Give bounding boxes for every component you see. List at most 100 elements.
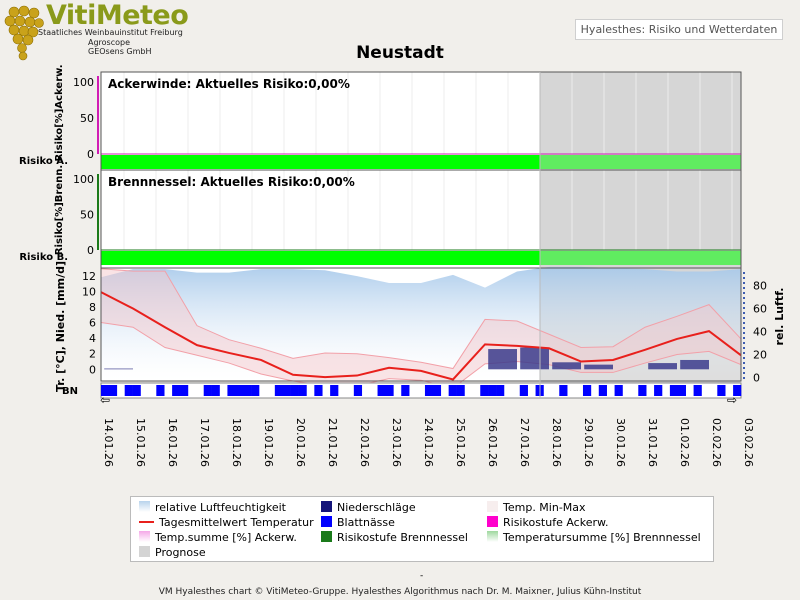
x-tick-label: 19.01.26 — [262, 418, 275, 467]
scroll-right-icon: ⇨ — [727, 393, 737, 407]
legend-item: Tagesmittelwert Temperatur — [139, 516, 314, 529]
leaf-wetness-cell — [377, 385, 386, 396]
leaf-wetness-cell — [385, 385, 394, 396]
x-tick-label: 14.01.26 — [102, 418, 115, 467]
leaf-wetness-cell — [203, 385, 212, 396]
legend-item: Risikostufe Brennnessel — [321, 531, 468, 544]
leaf-wetness-cell — [298, 385, 307, 396]
legend-swatch — [321, 501, 332, 512]
legend: relative Luftfeuchtigkeit Niederschläge Te… — [130, 496, 714, 562]
legend-item: Temperatursumme [%] Brennnessel — [487, 531, 701, 544]
x-tick-label: 21.01.26 — [326, 418, 339, 467]
leaf-wetness-cell — [156, 385, 165, 396]
y-axis-label-left: Tr. [°C], Nied. [mm/d] — [54, 261, 67, 392]
risk-level-band-prognose — [540, 155, 741, 169]
leaf-wetness-cell — [598, 385, 607, 396]
y-axis-label: Risiko[%]Brenn. — [54, 165, 65, 255]
x-tick-label: 01.02.26 — [678, 418, 691, 467]
precip-bar — [552, 362, 581, 370]
legend-swatch — [139, 501, 150, 512]
risk-level-band — [101, 155, 540, 169]
risk-annotation: Ackerwinde: Aktuelles Risiko:0,00% — [108, 77, 350, 91]
legend-item: Prognose — [139, 546, 206, 559]
legend-label: Tagesmittelwert Temperatur — [159, 516, 314, 529]
leaf-wetness-cell — [124, 385, 133, 396]
leaf-wetness-cell — [227, 385, 236, 396]
legend-swatch — [321, 531, 332, 542]
leaf-wetness-cell — [717, 385, 726, 396]
precip-bar — [584, 364, 613, 370]
x-tick-label: 16.01.26 — [166, 418, 179, 467]
temp-max-line — [100, 268, 742, 370]
y-tick-right: 20 — [753, 348, 767, 361]
legend-item: Temp.summe [%] Ackerw. — [139, 531, 297, 544]
org-line-2: Agroscope — [88, 38, 131, 47]
x-tick-label: 15.01.26 — [134, 418, 147, 467]
precip-bar — [104, 368, 133, 370]
page-title: Neustadt — [356, 43, 444, 63]
leaf-wetness-cell — [693, 385, 702, 396]
precip-bar — [488, 349, 517, 370]
leaf-wetness-cell — [519, 385, 528, 396]
y-tick-left: 8 — [89, 301, 96, 314]
x-tick-label: 22.01.26 — [358, 418, 371, 467]
chart-frame — [100, 71, 742, 398]
leaf-wetness-cell — [251, 385, 260, 396]
legend-label: Risikostufe Brennnessel — [337, 531, 468, 544]
leaf-wetness-cell — [669, 385, 679, 396]
org-line-3: GEOsens GmbH — [88, 47, 152, 56]
legend-label: Temp.summe [%] Ackerw. — [155, 531, 297, 544]
x-axis: 14.01.26 15.01.26 16.01.26 17.01.26 18.01.26… — [100, 393, 755, 467]
leaf-wetness-cell — [456, 385, 465, 396]
leaf-wetness-cell — [108, 385, 118, 396]
x-tick-label: 20.01.26 — [294, 418, 307, 467]
legend-swatch — [139, 546, 150, 557]
leaf-wetness-cell — [235, 385, 244, 396]
panel-brennnessel: 100 50 0 Brennnessel: Aktuelles Risiko:0,00… — [19, 165, 741, 268]
risk-level-band — [101, 251, 540, 265]
x-tick-label: 31.01.26 — [646, 418, 659, 467]
leaf-wetness-cell — [488, 385, 497, 396]
y-tick-label: 50 — [80, 112, 94, 125]
leaf-wetness-cell — [582, 385, 592, 396]
leaf-wetness-cell — [243, 385, 252, 396]
y-tick-left: 12 — [82, 270, 96, 283]
leaf-wetness-cell — [480, 385, 489, 396]
y-tick-left: 2 — [89, 348, 96, 361]
leaf-wetness-cell — [424, 385, 434, 396]
leaf-wetness-cell — [132, 385, 141, 396]
bn-label: BN — [62, 386, 78, 397]
leaf-wetness-cell — [432, 385, 442, 396]
temp-minmax-band — [101, 268, 741, 389]
x-tick-label: 30.01.26 — [614, 418, 627, 467]
legend-swatch — [487, 531, 498, 542]
leaf-wetness-cell — [401, 385, 410, 396]
legend-label: Risikostufe Ackerw. — [503, 516, 609, 529]
x-tick-label: 29.01.26 — [582, 418, 595, 467]
y-tick-label: 50 — [80, 209, 94, 222]
leaf-wetness-cell — [448, 385, 457, 396]
leaf-wetness-cell — [353, 385, 363, 396]
y-tick-label: 100 — [73, 173, 94, 186]
leaf-wetness-cell — [614, 385, 623, 396]
leaf-wetness-cell — [314, 385, 323, 396]
legend-item: Temp. Min-Max — [487, 501, 586, 514]
legend-swatch — [139, 521, 154, 523]
leaf-wetness-cell — [496, 385, 505, 396]
leaf-wetness-cell — [733, 385, 742, 396]
x-tick-label: 25.01.26 — [454, 418, 467, 467]
leaf-wetness-strip: BN — [62, 382, 742, 399]
risk-label: Risiko B. — [19, 252, 68, 263]
panel-ackerwinde: 100 50 0 Ackerwinde: Aktuelles Risiko:0,00%… — [19, 64, 741, 170]
precip-bar — [680, 359, 709, 370]
footer-dash: - — [420, 571, 424, 581]
leaf-wetness-cell — [559, 385, 568, 396]
precip-bar — [520, 347, 549, 370]
y-tick-left: 6 — [89, 317, 96, 330]
legend-item: relative Luftfeuchtigkeit — [139, 501, 286, 514]
y-tick-label: 0 — [87, 148, 94, 161]
y-tick-label: 0 — [87, 244, 94, 257]
legend-swatch — [487, 501, 498, 512]
